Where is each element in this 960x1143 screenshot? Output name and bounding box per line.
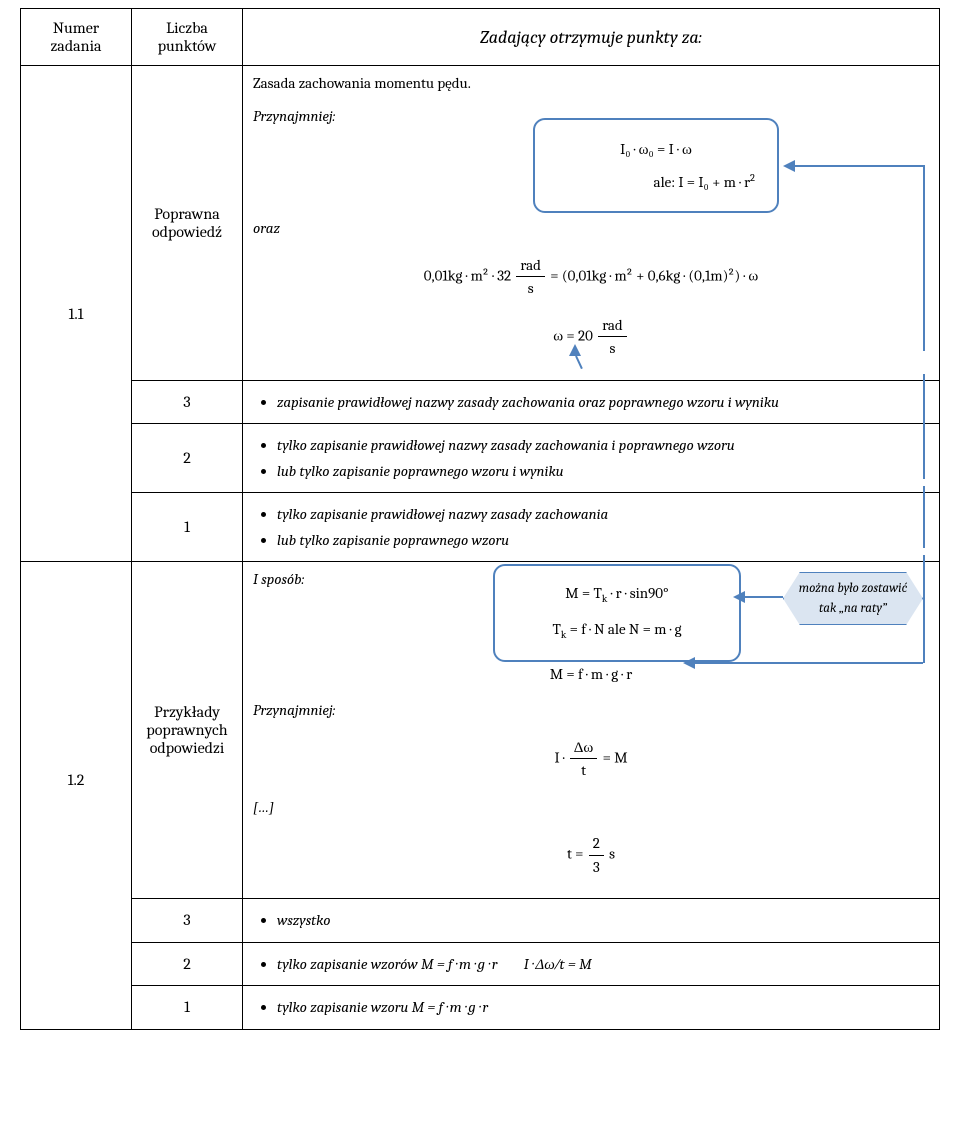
eq-Tk-rest: = f · N ale N = m · g	[566, 620, 681, 638]
eq-t-result: t = 2 3 s	[253, 832, 929, 878]
eq2-frac-num: rad	[598, 314, 627, 337]
callout-eq1: I₀ · ω₀ = I · ω	[551, 138, 761, 161]
hex-line2: tak „na raty”	[819, 601, 887, 616]
principle-text: Zasada zachowania momentu pędu.	[253, 72, 929, 95]
arrow-into-callout-v	[923, 165, 925, 351]
eq1-lhs: 0,01kg · m² · 32	[424, 266, 511, 284]
rubric-1-1-text-2a: tylko zapisanie prawidłowej nazwy zasady…	[277, 434, 929, 457]
hex-line1: można było zostawić	[799, 581, 907, 596]
eq2-prefix: ω = 20	[553, 326, 593, 344]
rubric-1-2-points-3: 3	[132, 899, 243, 943]
task-1-1-answer-label-cell: Poprawna odpowiedź	[132, 66, 243, 381]
header-task-number: Numer zadania	[21, 9, 132, 66]
eq2-frac-den: s	[598, 336, 627, 360]
header-points: Liczba punktów	[132, 9, 243, 66]
header-col2-line1: Liczba	[166, 19, 208, 37]
eq-omega-result: ω = 20 rad s	[253, 314, 929, 360]
header-col2-line2: punktów	[158, 37, 217, 55]
arrow-vert-1-2b	[923, 615, 925, 663]
arrow-to-omega-head	[569, 344, 581, 356]
task-1-2-solution-cell: I sposób: M = Tk · r · sin90° Tk = f · N…	[243, 562, 940, 899]
eq1-frac-den: s	[516, 276, 545, 300]
rubric-1-2-text-2a: tylko zapisanie wzorów M = f · m · g · r	[277, 955, 497, 973]
grading-rubric-table: Numer zadania Liczba punktów Zadający ot…	[20, 8, 940, 1030]
hex-callout-na-raty: można było zostawić tak „na raty”	[783, 572, 923, 625]
eq-I-frac-num: Δω	[570, 736, 598, 759]
rubric-1-2-text-3: wszystko	[277, 909, 929, 932]
rubric-1-2-text-2-li: tylko zapisanie wzorów M = f · m · g · r…	[277, 953, 929, 976]
task-1-1-number-cell: 1.1	[21, 66, 132, 562]
arrow-through-1	[923, 486, 925, 548]
at-least-label-1-2: Przynajmniej:	[253, 699, 929, 722]
eq-t-lhs: t =	[567, 845, 587, 863]
eq-I-frac-den: t	[570, 758, 598, 782]
arrow-through-2	[923, 417, 925, 479]
task-1-2-number: 1.2	[68, 771, 85, 789]
eq-t-frac-num: 2	[589, 832, 604, 855]
rubric-1-1-text-2-cell: tylko zapisanie prawidłowej nazwy zasady…	[243, 424, 940, 493]
eq-I-dw: I · Δω t = M	[253, 736, 929, 782]
callout-eq2-exp: 2	[750, 172, 755, 184]
eq-main-1-1: 0,01kg · m² · 32 rad s = (0,01kg · m² + …	[253, 254, 929, 300]
eq1-frac-num: rad	[516, 254, 545, 277]
arrow-hex-to-box	[743, 596, 783, 598]
callout-eq2-prefix: ale: I = I₀ + m · r	[654, 173, 751, 191]
eq-I-lhs: I ·	[554, 748, 567, 766]
callout-method-box: M = Tk · r · sin90° Tk = f · N ale N = m…	[493, 564, 741, 662]
eq-I-rhs: = M	[603, 748, 628, 766]
rubric-1-2-text-2b: I · Δω⁄t = M	[524, 955, 592, 973]
arrow-vert-1-2	[923, 555, 925, 615]
eq1-rhs: = (0,01kg · m² + 0,6kg · (0,1m)²) · ω	[550, 266, 758, 284]
eq-t-frac-den: 3	[589, 855, 604, 879]
rubric-1-1-text-3: zapisanie prawidłowej nazwy zasady zacho…	[277, 391, 929, 414]
task-1-1-number: 1.1	[69, 305, 84, 323]
task-1-2-answer-label-1: Przykłady	[154, 703, 220, 721]
task-1-2-number-cell: 1.2	[21, 562, 132, 1030]
rubric-1-1-points-2: 2	[132, 424, 243, 493]
header-col3-text: Zadający otrzymuje punkty za:	[480, 27, 702, 48]
arrow-into-callout-head	[783, 160, 795, 172]
arrow-hex-to-box-head	[733, 591, 745, 603]
rubric-1-1-points-3: 3	[132, 380, 243, 424]
rubric-1-1-text-2b: lub tylko zapisanie poprawnego wzoru i w…	[277, 460, 929, 483]
task-1-2-answer-label-3: odpowiedzi	[150, 739, 225, 757]
rubric-1-2-text-3-cell: wszystko	[243, 899, 940, 943]
rubric-1-2-text-1-cell: tylko zapisanie wzoru M = f · m · g · r	[243, 986, 940, 1030]
rubric-1-2-text-2-cell: tylko zapisanie wzorów M = f · m · g · r…	[243, 942, 940, 986]
header-criteria: Zadający otrzymuje punkty za:	[243, 9, 940, 66]
rubric-1-1-text-1a: tylko zapisanie prawidłowej nazwy zasady…	[277, 503, 929, 526]
task-1-2-answer-label-2: poprawnych	[146, 721, 227, 739]
eq-M-rest: · r · sin90°	[607, 584, 668, 602]
rubric-1-1-points-1: 1	[132, 493, 243, 562]
eq-Tk-prefix: T	[553, 620, 561, 638]
header-col1-line2: zadania	[50, 37, 101, 55]
eq-t-rhs: s	[609, 845, 615, 863]
ellipsis-label: […]	[253, 796, 929, 819]
rubric-1-1-text-1-cell: tylko zapisanie prawidłowej nazwy zasady…	[243, 493, 940, 562]
rubric-1-2-text-1: tylko zapisanie wzoru M = f · m · g · r	[277, 996, 929, 1019]
rubric-1-1-text-1b: lub tylko zapisanie poprawnego wzoru	[277, 529, 929, 552]
rubric-1-2-points-1: 1	[132, 986, 243, 1030]
arrow-horiz-1-2	[693, 662, 923, 664]
task-1-1-answer-label: Poprawna odpowiedź	[152, 205, 222, 241]
task-1-1-solution-cell: Zasada zachowania momentu pędu. Przynajm…	[243, 66, 940, 381]
oraz-label: oraz	[253, 217, 929, 240]
callout-conservation-box: I₀ · ω₀ = I · ω ale: I = I₀ + m · r2	[533, 118, 779, 213]
task-1-2-answer-label-cell: Przykłady poprawnych odpowiedzi	[132, 562, 243, 899]
header-col1-line1: Numer	[53, 19, 99, 37]
eq-M2: M = f · m · g · r	[253, 663, 929, 686]
eq-M-prefix: M = T	[565, 584, 602, 602]
arrow-into-callout-h	[795, 165, 925, 167]
rubric-1-2-points-2: 2	[132, 942, 243, 986]
arrow-to-M2-head	[683, 657, 695, 669]
rubric-1-1-text-3-cell: zapisanie prawidłowej nazwy zasady zacho…	[243, 380, 940, 424]
